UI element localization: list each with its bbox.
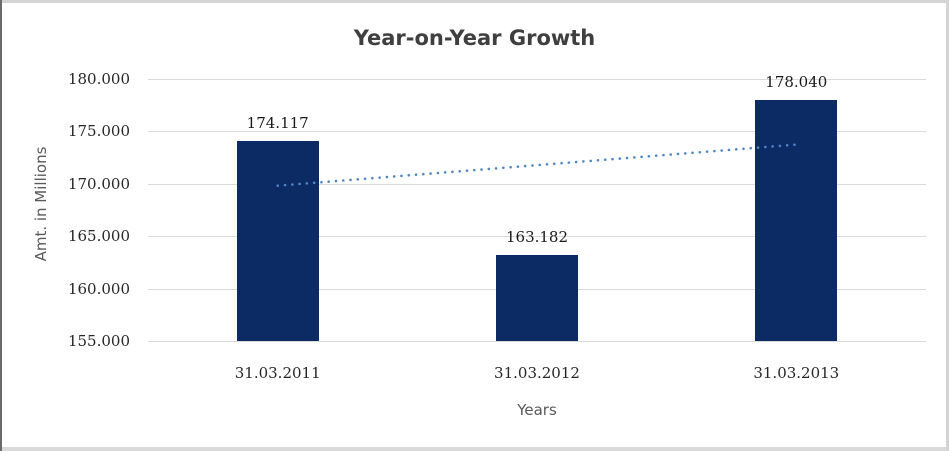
bar-value-label: 178.040 (765, 72, 828, 91)
bar-value-label: 163.182 (505, 228, 569, 247)
bar (236, 140, 319, 341)
y-axis-labels: 155.000 160.000 165.000 170.000 175.000 180.0… (0, 70, 130, 350)
x-axis-title: Years (517, 401, 557, 419)
gridline (148, 79, 926, 80)
y-tick-label: 175.000 (67, 122, 130, 141)
x-tick-label: 31.03.2013 (753, 364, 840, 382)
y-tick-label: 180.000 (67, 70, 130, 88)
x-tick-label: 31.03.2012 (494, 364, 580, 382)
gridline (148, 236, 926, 238)
chart-title: Year-on-Year Growth (353, 26, 596, 50)
y-tick-label: 160.000 (67, 279, 130, 298)
plot-area: 174.117 31.03.2011 163.182 31.03.2012 178.04… (148, 73, 926, 382)
bar-value-label: 174.117 (246, 113, 309, 132)
y-axis-title: Amt. in Millions (32, 146, 50, 262)
y-tick-label: 165.000 (67, 227, 130, 246)
bottom-border (0, 447, 949, 451)
right-border (946, 0, 949, 451)
gridline (148, 131, 926, 133)
bar (496, 255, 578, 341)
x-tick-label: 31.03.2011 (234, 364, 321, 382)
y-tick-label: 155.000 (67, 332, 130, 350)
y-tick-label: 170.000 (67, 174, 130, 193)
top-border (0, 0, 949, 3)
bar (755, 99, 838, 341)
gridline (148, 341, 926, 342)
left-border (0, 0, 2, 451)
